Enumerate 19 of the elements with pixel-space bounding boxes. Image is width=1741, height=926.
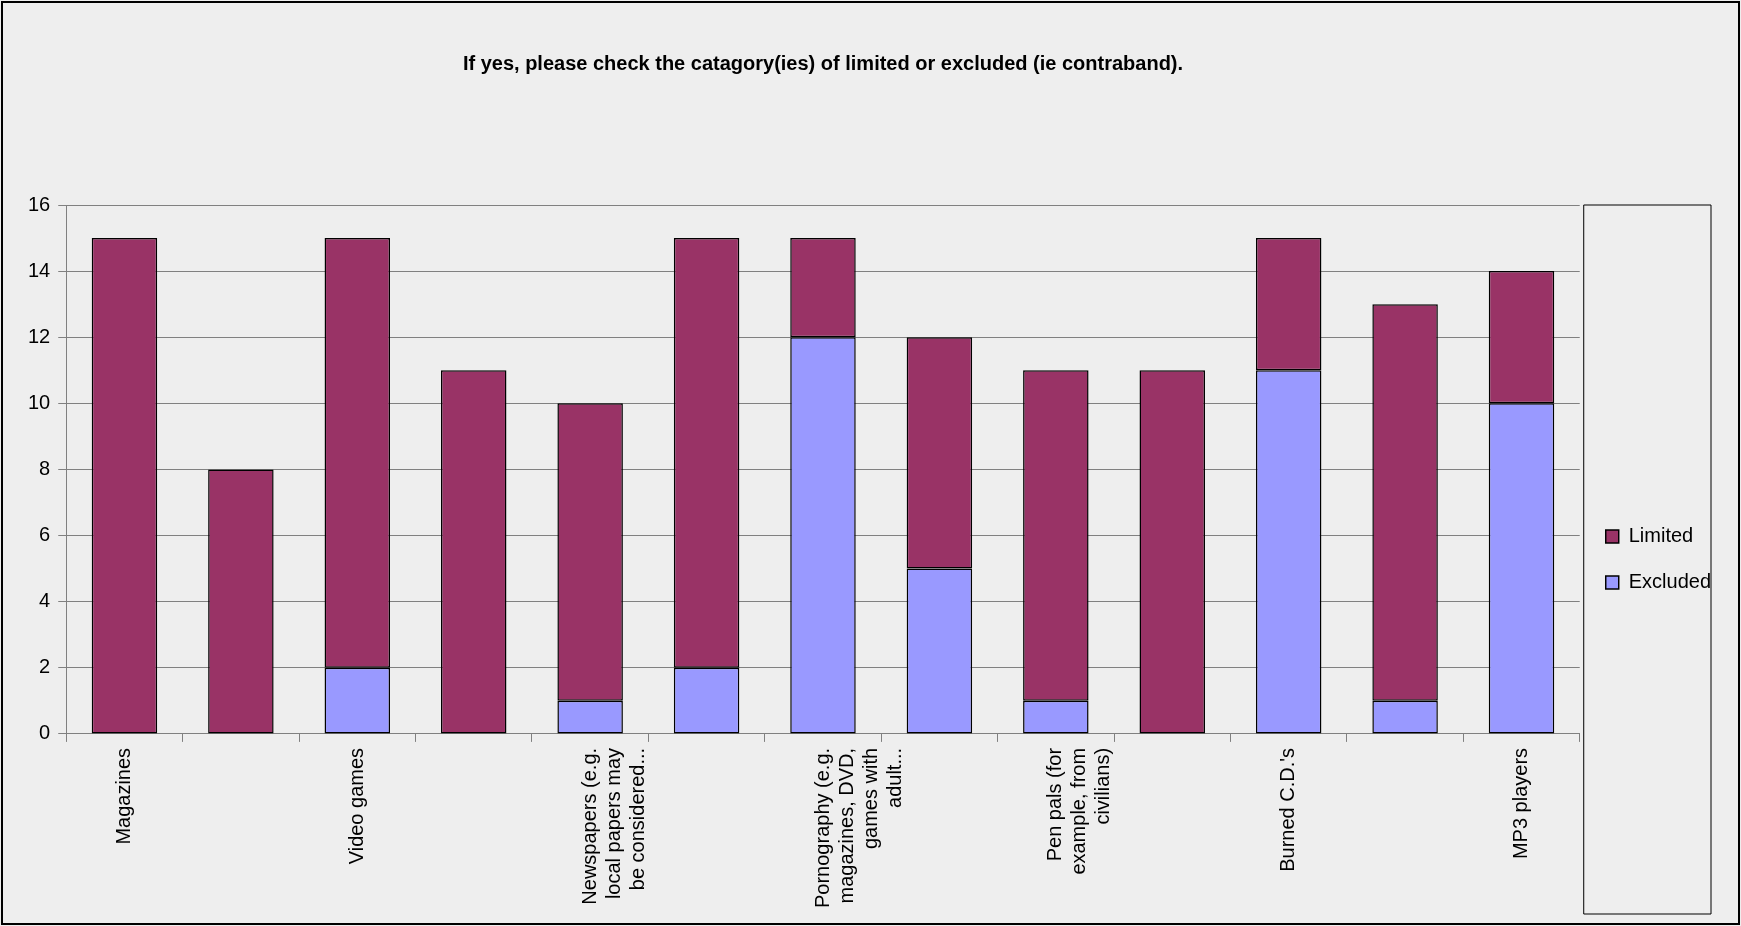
y-tick-label: 8 [39, 456, 51, 479]
x-tick-label: Pornography (e.g. magazines, DVD, games with adult... [810, 747, 905, 909]
x-tick-label: Magazines [111, 747, 134, 845]
x-tick-label: Pen pals (for example, from civilians) [1043, 747, 1114, 875]
y-tick-label: 2 [39, 655, 51, 678]
y-tick-label: 6 [39, 523, 51, 546]
legend-label: Limited [1628, 524, 1694, 547]
y-tick-label: 4 [39, 589, 51, 612]
y-tick-label: 0 [39, 721, 51, 744]
x-tick-label: Newspapers (e.g. local papers may be considered... [577, 747, 648, 905]
y-tick-label: 12 [28, 324, 51, 347]
y-tick-label: 10 [28, 390, 51, 413]
y-tick-label: 16 [28, 192, 51, 215]
x-tick-label: Video games [344, 747, 367, 865]
y-tick-label: 14 [28, 258, 51, 281]
x-tick-label: Burned C.D.'s [1276, 747, 1299, 872]
legend-label: Excluded [1628, 570, 1712, 593]
chart-title: If yes, please check the catagory(ies) of limited or excluded (ie contraband). [462, 51, 1184, 74]
x-tick-label: MP3 players [1509, 747, 1532, 860]
